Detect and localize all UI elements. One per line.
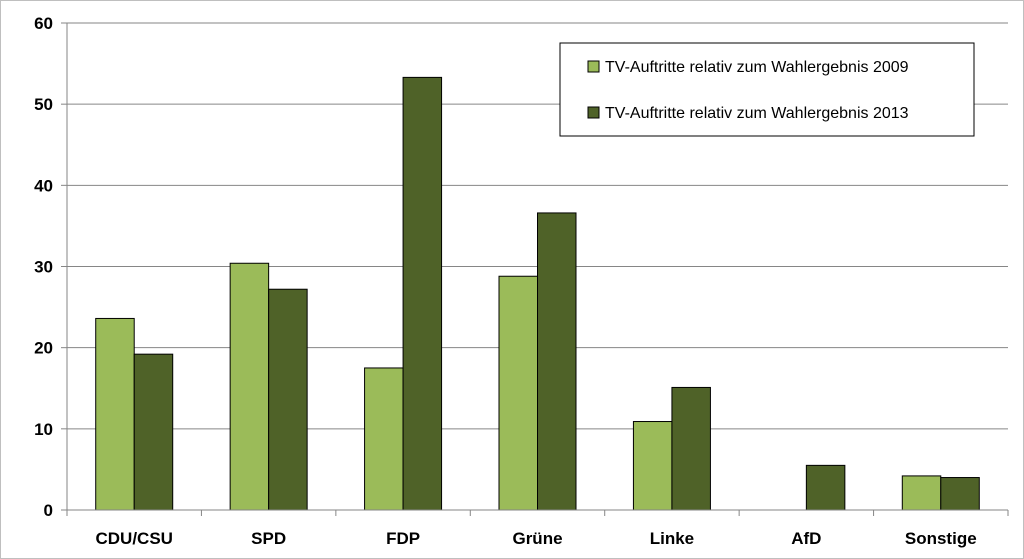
legend-swatch-2013 — [587, 106, 600, 119]
x-tick-label: Linke — [650, 529, 694, 548]
x-tick-label: AfD — [791, 529, 821, 548]
y-tick-label: 40 — [34, 176, 53, 195]
legend-label-2009: TV-Auftritte relativ zum Wahlergebnis 20… — [605, 59, 909, 76]
y-tick-label: 0 — [44, 501, 53, 520]
axes: 0 10 20 30 40 50 60 CDU/CSU SPD FDP Grüne Linke AfD S… — [34, 14, 1009, 548]
bar-2013-sonstige — [940, 477, 980, 511]
bar-2013-gr-ne — [537, 212, 577, 511]
x-tick-label: Sonstige — [905, 529, 977, 548]
bar-2009-fdp — [364, 367, 404, 511]
bar-2013-linke — [671, 386, 711, 511]
x-tick-label: Grüne — [512, 529, 562, 548]
bar-2009-sonstige — [901, 475, 942, 511]
bar-2009-gr-ne — [498, 275, 538, 511]
bar-2013-cdu-csu — [133, 353, 174, 511]
x-tick-label: SPD — [251, 529, 286, 548]
bars — [95, 76, 980, 511]
y-tick-label: 60 — [34, 14, 53, 33]
bar-2009-spd — [229, 262, 270, 511]
legend-label-2013: TV-Auftritte relativ zum Wahlergebnis 20… — [605, 105, 909, 122]
bar-2009-cdu-csu — [95, 317, 135, 511]
bar-2013-fdp — [402, 76, 443, 511]
legend-swatch-2009 — [587, 60, 600, 73]
y-tick-label: 50 — [34, 95, 53, 114]
bar-2013-afd — [805, 464, 846, 511]
y-tick-label: 30 — [34, 258, 53, 277]
bar-2013-spd — [268, 288, 308, 511]
bar-2009-linke — [632, 421, 673, 511]
legend-box — [559, 42, 975, 137]
x-tick-label: CDU/CSU — [95, 529, 172, 548]
x-tick-label: FDP — [386, 529, 420, 548]
y-tick-label: 10 — [34, 420, 53, 439]
y-tick-label: 20 — [34, 339, 53, 358]
legend: TV-Auftritte relativ zum Wahlergebnis 20… — [559, 42, 975, 137]
